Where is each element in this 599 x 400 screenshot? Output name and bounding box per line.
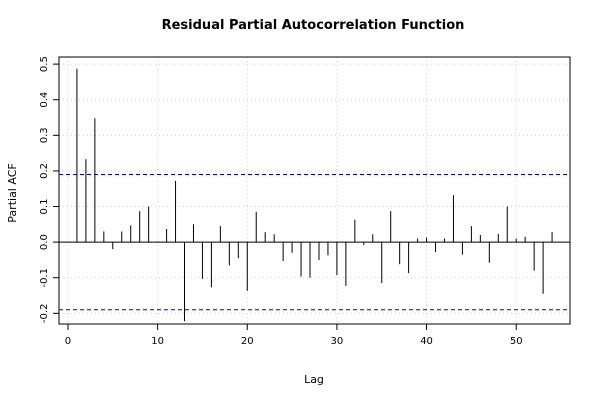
y-tick-label: 0.2 xyxy=(39,163,50,179)
y-tick-label: 0.5 xyxy=(39,56,50,72)
x-tick-label: 10 xyxy=(151,336,164,347)
y-axis-label: Partial ACF xyxy=(6,163,19,222)
x-tick-label: 30 xyxy=(331,336,344,347)
x-tick-label: 40 xyxy=(420,336,433,347)
y-tick-label: -0.2 xyxy=(39,304,50,324)
chart-title: Residual Partial Autocorrelation Functio… xyxy=(162,18,465,33)
x-tick-label: 0 xyxy=(65,336,71,347)
plot-frame xyxy=(58,56,571,325)
y-tick-label: -0.1 xyxy=(39,268,50,288)
x-axis-label: Lag xyxy=(304,373,324,386)
plot-area: 0 10 20 30 40 50 -0.2 -0.1 0.0 0.1 0.2 0.3 0.4 0.5 xyxy=(39,56,571,347)
y-tick-label: 0.1 xyxy=(39,199,50,215)
y-tick-label: 0.4 xyxy=(39,92,50,108)
y-tick-label: 0.0 xyxy=(39,234,50,250)
y-tick-label: 0.3 xyxy=(39,127,50,143)
x-tick-label: 20 xyxy=(241,336,254,347)
x-tick-label: 50 xyxy=(510,336,523,347)
